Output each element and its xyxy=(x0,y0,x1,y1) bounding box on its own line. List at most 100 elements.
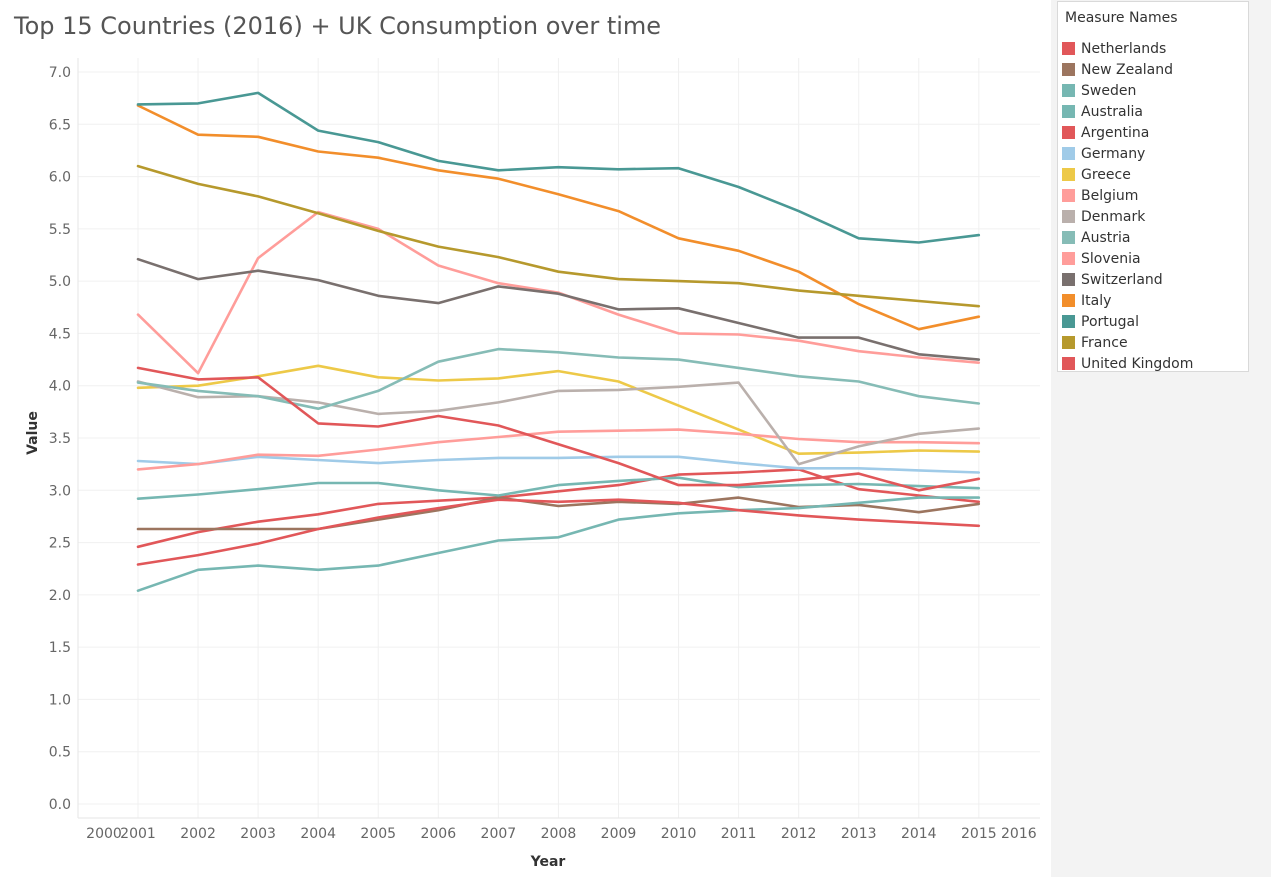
legend-item[interactable]: Slovenia xyxy=(1062,248,1246,269)
legend-item[interactable]: Austria xyxy=(1062,227,1246,248)
legend-swatch xyxy=(1062,63,1075,76)
legend-swatch xyxy=(1062,336,1075,349)
x-tick-label: 2012 xyxy=(781,826,817,842)
legend-label: Portugal xyxy=(1081,313,1139,330)
y-tick-label: 0.0 xyxy=(49,797,71,813)
legend: Measure Names Netherlands New Zealand Swed… xyxy=(1057,1,1249,372)
legend-swatch xyxy=(1062,42,1075,55)
legend-item[interactable]: Argentina xyxy=(1062,122,1246,143)
y-tick-label: 3.0 xyxy=(49,483,71,499)
y-tick-label: 5.5 xyxy=(49,222,71,238)
legend-label: Greece xyxy=(1081,166,1131,183)
y-tick-label: 1.0 xyxy=(49,692,71,708)
y-tick-label: 3.5 xyxy=(49,431,71,447)
legend-item[interactable]: Portugal xyxy=(1062,311,1246,332)
legend-label: Switzerland xyxy=(1081,271,1163,288)
legend-title: Measure Names xyxy=(1065,10,1178,26)
legend-swatch xyxy=(1062,126,1075,139)
x-tick-label: 2000 xyxy=(86,826,122,842)
series-line-france[interactable] xyxy=(136,164,981,308)
legend-label: Italy xyxy=(1081,292,1112,309)
y-tick-label: 2.0 xyxy=(49,588,71,604)
legend-swatch xyxy=(1062,105,1075,118)
x-tick-label: 2016 xyxy=(1001,826,1037,842)
legend-item[interactable]: Netherlands xyxy=(1062,38,1246,59)
series-line-austria[interactable] xyxy=(136,347,981,411)
legend-item[interactable]: Australia xyxy=(1062,101,1246,122)
x-tick-label: 2006 xyxy=(420,826,456,842)
y-tick-label: 4.0 xyxy=(49,379,71,395)
legend-swatch xyxy=(1062,210,1075,223)
legend-swatch xyxy=(1062,294,1075,307)
legend-item[interactable]: Germany xyxy=(1062,143,1246,164)
chart-title: Top 15 Countries (2016) + UK Consumption… xyxy=(14,12,662,40)
series-line-united-kingdom[interactable] xyxy=(136,366,981,492)
y-tick-label: 7.0 xyxy=(49,65,71,81)
legend-label: Slovenia xyxy=(1081,250,1141,267)
legend-item[interactable]: France xyxy=(1062,332,1246,353)
legend-item[interactable]: Switzerland xyxy=(1062,269,1246,290)
legend-swatch xyxy=(1062,84,1075,97)
x-tick-label: 2004 xyxy=(300,826,336,842)
x-tick-label: 2003 xyxy=(240,826,276,842)
x-tick-label: 2008 xyxy=(541,826,577,842)
series-line-sweden[interactable] xyxy=(136,496,981,593)
x-tick-label: 2001 xyxy=(120,826,156,842)
x-tick-label: 2011 xyxy=(721,826,757,842)
legend-label: Denmark xyxy=(1081,208,1146,225)
legend-label: France xyxy=(1081,334,1128,351)
legend-label: Sweden xyxy=(1081,82,1137,99)
legend-swatch xyxy=(1062,231,1075,244)
legend-label: Argentina xyxy=(1081,124,1150,141)
axes: 0.0 0.5 1.0 1.5 2.0 2.5 3.0 3.5 4.0 4.5 5.0 5.5 6.0 6… xyxy=(49,58,1040,842)
legend-label: Belgium xyxy=(1081,187,1139,204)
legend-item[interactable]: Greece xyxy=(1062,164,1246,185)
x-tick-label: 2014 xyxy=(901,826,937,842)
x-tick-label: 2005 xyxy=(360,826,396,842)
x-tick-label: 2010 xyxy=(661,826,697,842)
legend-item[interactable]: Sweden xyxy=(1062,80,1246,101)
y-tick-label: 5.0 xyxy=(49,274,71,290)
y-tick-label: 6.5 xyxy=(49,117,71,133)
series-line-portugal[interactable] xyxy=(136,91,981,244)
x-tick-label: 2013 xyxy=(841,826,877,842)
legend-item[interactable]: Denmark xyxy=(1062,206,1246,227)
series-line-germany[interactable] xyxy=(136,455,981,474)
series-line-switzerland[interactable] xyxy=(136,257,981,361)
legend-swatch xyxy=(1062,357,1075,370)
legend-label: Australia xyxy=(1081,103,1143,120)
y-tick-label: 6.0 xyxy=(49,170,71,186)
x-axis-title: Year xyxy=(530,854,566,870)
series-line-belgium[interactable] xyxy=(136,428,981,471)
legend-label: United Kingdom xyxy=(1081,355,1194,372)
legend-swatch xyxy=(1062,189,1075,202)
legend-item[interactable]: New Zealand xyxy=(1062,59,1246,80)
legend-swatch xyxy=(1062,315,1075,328)
legend-swatch xyxy=(1062,147,1075,160)
legend-label: Germany xyxy=(1081,145,1146,162)
series-line-netherlands[interactable] xyxy=(136,468,981,549)
y-tick-label: 1.5 xyxy=(49,640,71,656)
legend-label: Austria xyxy=(1081,229,1131,246)
y-axis-title: Value xyxy=(25,411,41,455)
y-tick-label: 2.5 xyxy=(49,536,71,552)
x-tick-label: 2002 xyxy=(180,826,216,842)
legend-swatch xyxy=(1062,168,1075,181)
legend-label: New Zealand xyxy=(1081,61,1173,78)
legend-item[interactable]: Belgium xyxy=(1062,185,1246,206)
legend-item[interactable]: Italy xyxy=(1062,290,1246,311)
legend-item[interactable]: United Kingdom xyxy=(1062,353,1246,374)
series-line-australia[interactable] xyxy=(136,476,981,501)
series-lines xyxy=(136,91,981,593)
x-tick-label: 2009 xyxy=(601,826,637,842)
line-chart: 0.0 0.5 1.0 1.5 2.0 2.5 3.0 3.5 4.0 4.5 5.0 5.5 6.0 6… xyxy=(25,58,1040,870)
series-line-argentina[interactable] xyxy=(136,498,981,566)
x-tick-label: 2007 xyxy=(481,826,517,842)
series-line-denmark[interactable] xyxy=(136,380,981,466)
legend-swatch xyxy=(1062,273,1075,286)
y-tick-label: 0.5 xyxy=(49,745,71,761)
legend-label: Netherlands xyxy=(1081,40,1167,57)
legend-items: Netherlands New Zealand Sweden Australia Arg… xyxy=(1062,38,1246,374)
legend-swatch xyxy=(1062,252,1075,265)
y-tick-label: 4.5 xyxy=(49,326,71,342)
